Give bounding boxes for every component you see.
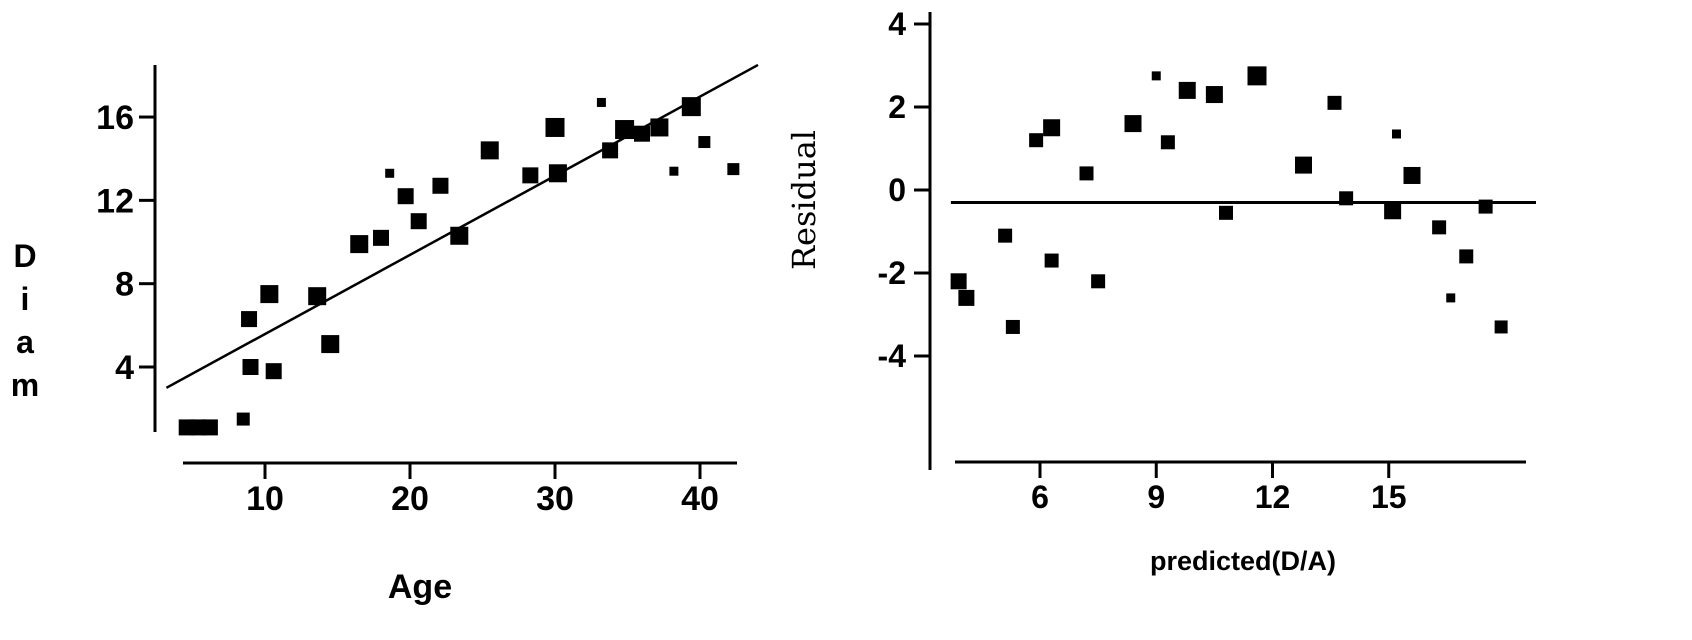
data-point: [385, 168, 395, 178]
data-point: [201, 419, 218, 436]
y-tick-label: 2: [888, 89, 906, 125]
data-point: [1005, 319, 1020, 334]
y-tick-label: 8: [115, 266, 134, 304]
data-point: [958, 289, 975, 306]
data-point: [1205, 86, 1223, 104]
data-point: [1295, 156, 1312, 174]
data-point: [681, 97, 701, 117]
x-axis-title-predicted: predicted(D/A): [1149, 546, 1336, 576]
data-point: [1392, 129, 1401, 139]
x-tick-label: 10: [246, 480, 284, 518]
data-point: [265, 363, 282, 380]
y-tick-label: 12: [96, 182, 134, 220]
data-point: [669, 166, 679, 176]
data-point: [350, 235, 369, 254]
chart-panel-1: -4 -2 0 2 4 6 9 12 15: [878, 6, 1536, 515]
y-tick-label: -4: [878, 338, 907, 374]
fit-line: [165, 63, 759, 389]
data-point: [1219, 205, 1233, 220]
data-point: [480, 141, 499, 160]
data-point: [596, 97, 606, 107]
data-point: [308, 287, 327, 306]
data-point: [1339, 191, 1354, 206]
data-point: [1478, 199, 1493, 214]
data-point: [1459, 249, 1474, 264]
data-point: [1432, 220, 1447, 235]
data-point: [727, 163, 740, 176]
data-point: [1446, 293, 1456, 303]
data-point: [1384, 202, 1402, 220]
data-point: [397, 188, 414, 205]
data-point: [1403, 166, 1421, 184]
chart-panel-0: 4 8 12 16 10 20 30 40: [96, 63, 759, 518]
data-point: [634, 125, 650, 142]
data-point: [321, 335, 340, 354]
data-point: [545, 117, 565, 137]
x-tick-label: 12: [1255, 479, 1291, 515]
data-point: [1178, 81, 1196, 99]
y-tick-label: 4: [115, 349, 134, 387]
data-point: [242, 359, 259, 375]
data-point: [1494, 320, 1508, 334]
y-tick-label: -2: [878, 255, 906, 291]
data-point: [450, 226, 469, 245]
y-tick-label: 16: [96, 99, 134, 137]
data-point: [698, 136, 711, 149]
data-point: [998, 228, 1013, 243]
y-axis-title-diam: Diam: [7, 238, 43, 410]
data-point: [373, 229, 389, 246]
data-point: [410, 213, 427, 230]
data-point: [260, 285, 279, 304]
data-point: [950, 273, 967, 290]
data-point: [236, 412, 250, 426]
data-point: [1091, 274, 1106, 289]
y-axis-title-residual: Residual: [785, 129, 823, 271]
data-point: [548, 164, 567, 183]
data-point: [1160, 135, 1175, 150]
data-point: [602, 142, 619, 159]
data-point: [432, 177, 449, 194]
data-point: [615, 120, 635, 140]
x-tick-label: 20: [391, 480, 429, 518]
data-point: [1151, 71, 1161, 81]
data-point: [650, 118, 669, 137]
data-point: [1247, 66, 1267, 86]
x-tick-label: 9: [1147, 479, 1165, 515]
x-tick-label: 6: [1031, 479, 1049, 515]
x-axis-title-age: Age: [387, 568, 453, 606]
data-point: [1327, 95, 1342, 110]
x-tick-label: 40: [681, 480, 719, 518]
y-tick-label: 4: [888, 6, 906, 42]
x-tick-label: 15: [1371, 479, 1407, 515]
y-tick-label: 0: [888, 172, 906, 208]
data-point: [522, 167, 539, 184]
data-point: [1029, 133, 1044, 148]
data-point: [241, 311, 258, 328]
data-point: [1124, 115, 1142, 133]
data-point: [1044, 253, 1059, 268]
data-point: [1043, 119, 1061, 137]
data-point: [1079, 166, 1094, 181]
x-tick-label: 30: [536, 480, 574, 518]
